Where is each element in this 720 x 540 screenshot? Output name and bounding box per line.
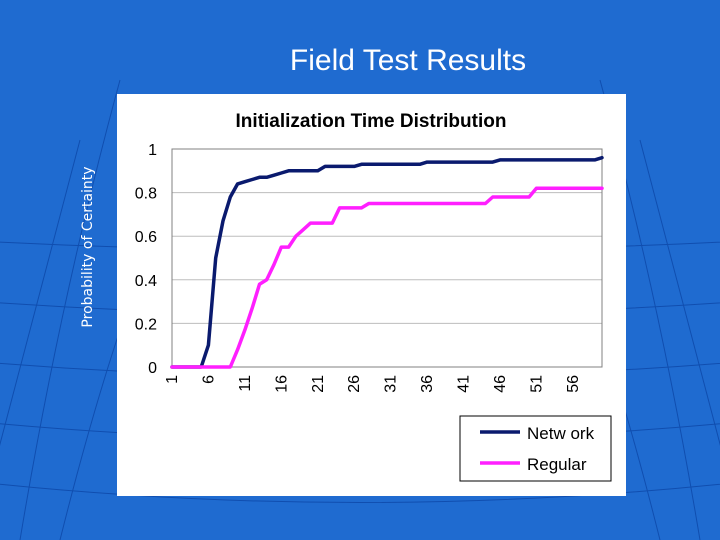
legend-label-regular: Regular xyxy=(527,455,587,474)
slide-title: Field Test Results xyxy=(289,44,527,77)
series-lines xyxy=(170,155,604,369)
x-tick-label: 26 xyxy=(346,375,363,393)
x-tick-label: 31 xyxy=(383,375,400,393)
y-axis-side-label: Probability of Certainty xyxy=(80,166,96,328)
x-tick-label: 1 xyxy=(164,375,181,384)
line-chart: Initialization Time Distribution 0 0.2 0.4… xyxy=(135,111,612,482)
y-tick-label: 0.4 xyxy=(135,273,157,290)
y-tick-label: 0.8 xyxy=(135,186,157,203)
grid-lines xyxy=(172,148,602,368)
legend: Netw ork Regular xyxy=(459,415,612,482)
x-tick-label: 36 xyxy=(419,375,436,393)
x-tick-label: 51 xyxy=(528,375,545,393)
x-tick-label: 6 xyxy=(200,375,217,384)
x-tick-label: 21 xyxy=(310,375,327,393)
x-tick-label: 56 xyxy=(565,375,582,393)
y-tick-label: 1 xyxy=(148,142,157,159)
series-line-network xyxy=(170,155,604,369)
y-tick-label: 0.6 xyxy=(135,229,157,246)
chart-panel: Initialization Time Distribution 0 0.2 0.4… xyxy=(117,94,626,496)
chart-title: Initialization Time Distribution xyxy=(236,111,507,132)
series-line-regular xyxy=(170,186,604,369)
x-tick-label: 11 xyxy=(237,375,254,392)
x-tick-labels: 1 6 11 16 21 26 31 36 41 46 51 56 xyxy=(164,375,582,393)
plot-area-border xyxy=(171,148,603,368)
y-tick-labels: 0 0.2 0.4 0.6 0.8 1 xyxy=(135,142,157,377)
x-tick-label: 16 xyxy=(273,375,290,393)
legend-label-network: Netw ork xyxy=(527,424,595,443)
legend-box xyxy=(459,415,612,482)
y-tick-label: 0 xyxy=(148,360,157,377)
x-tick-label: 41 xyxy=(456,375,473,393)
x-tick-label: 46 xyxy=(492,375,509,393)
y-tick-label: 0.2 xyxy=(135,316,157,333)
